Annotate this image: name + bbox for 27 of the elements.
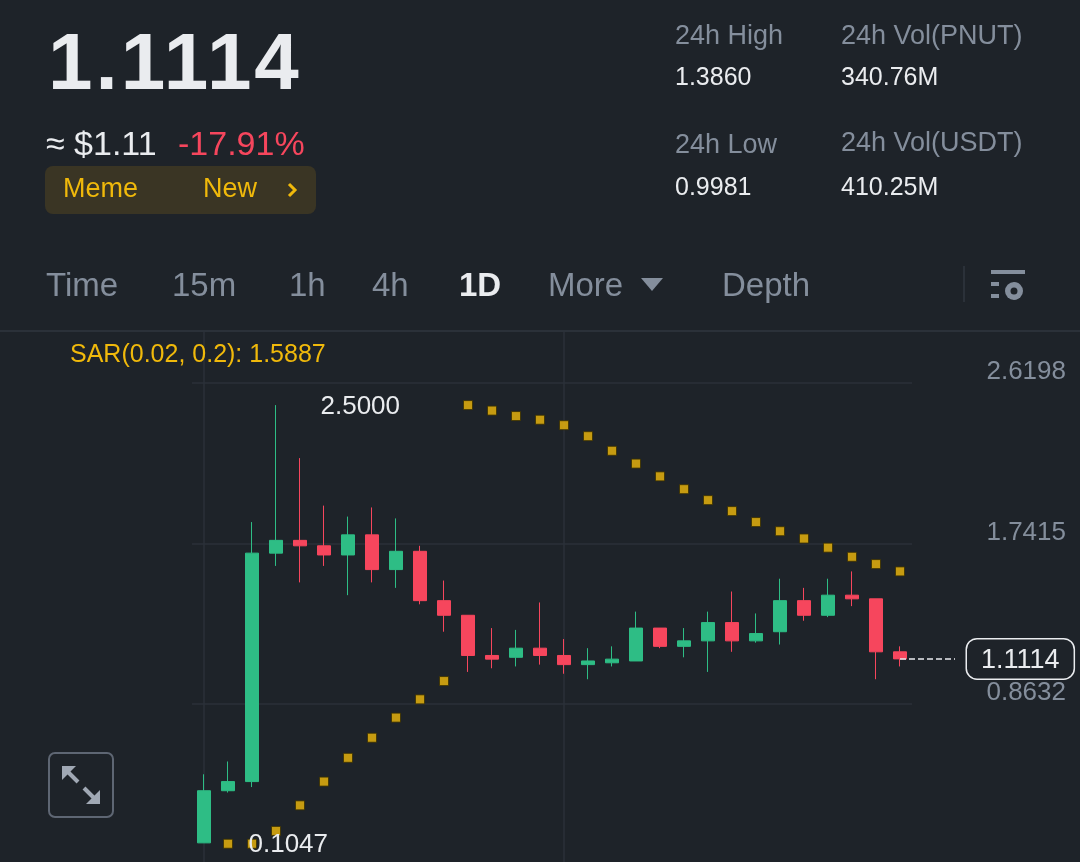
text: 4h xyxy=(372,266,409,303)
text: 1h xyxy=(289,266,326,303)
text: 1D xyxy=(459,266,502,303)
ref-line-label: 1.1114 xyxy=(981,643,1060,674)
text: 24h Vol(PNUT) xyxy=(841,20,1023,50)
y-tick-label: 0.8632 xyxy=(986,676,1066,707)
text: More xyxy=(548,266,624,303)
y-tick-label: 2.6198 xyxy=(986,355,1066,386)
chart-title: 1.1114 xyxy=(48,17,302,106)
text: 24h Vol(USDT) xyxy=(841,127,1023,157)
text: Time xyxy=(46,266,119,303)
text: 24h High xyxy=(675,20,784,50)
text: 410.25M xyxy=(841,172,939,200)
text: -17.91% xyxy=(178,124,305,162)
text: 24h Low xyxy=(675,129,778,159)
text: 1.3860 xyxy=(675,62,752,90)
annotation: 2.5000 xyxy=(320,390,401,421)
text: 15m xyxy=(172,266,237,303)
text: SAR(0.02, 0.2): 1.5887 xyxy=(70,338,326,367)
text: New xyxy=(203,173,258,203)
y-tick-label: 1.7415 xyxy=(986,515,1066,546)
annotation: 0.1047 xyxy=(248,827,329,858)
text: Meme xyxy=(63,173,139,203)
text: Depth xyxy=(722,266,811,303)
text: 340.76M xyxy=(841,62,939,90)
text: ≈ $1.11 xyxy=(46,124,157,162)
text: 0.9981 xyxy=(675,172,752,200)
